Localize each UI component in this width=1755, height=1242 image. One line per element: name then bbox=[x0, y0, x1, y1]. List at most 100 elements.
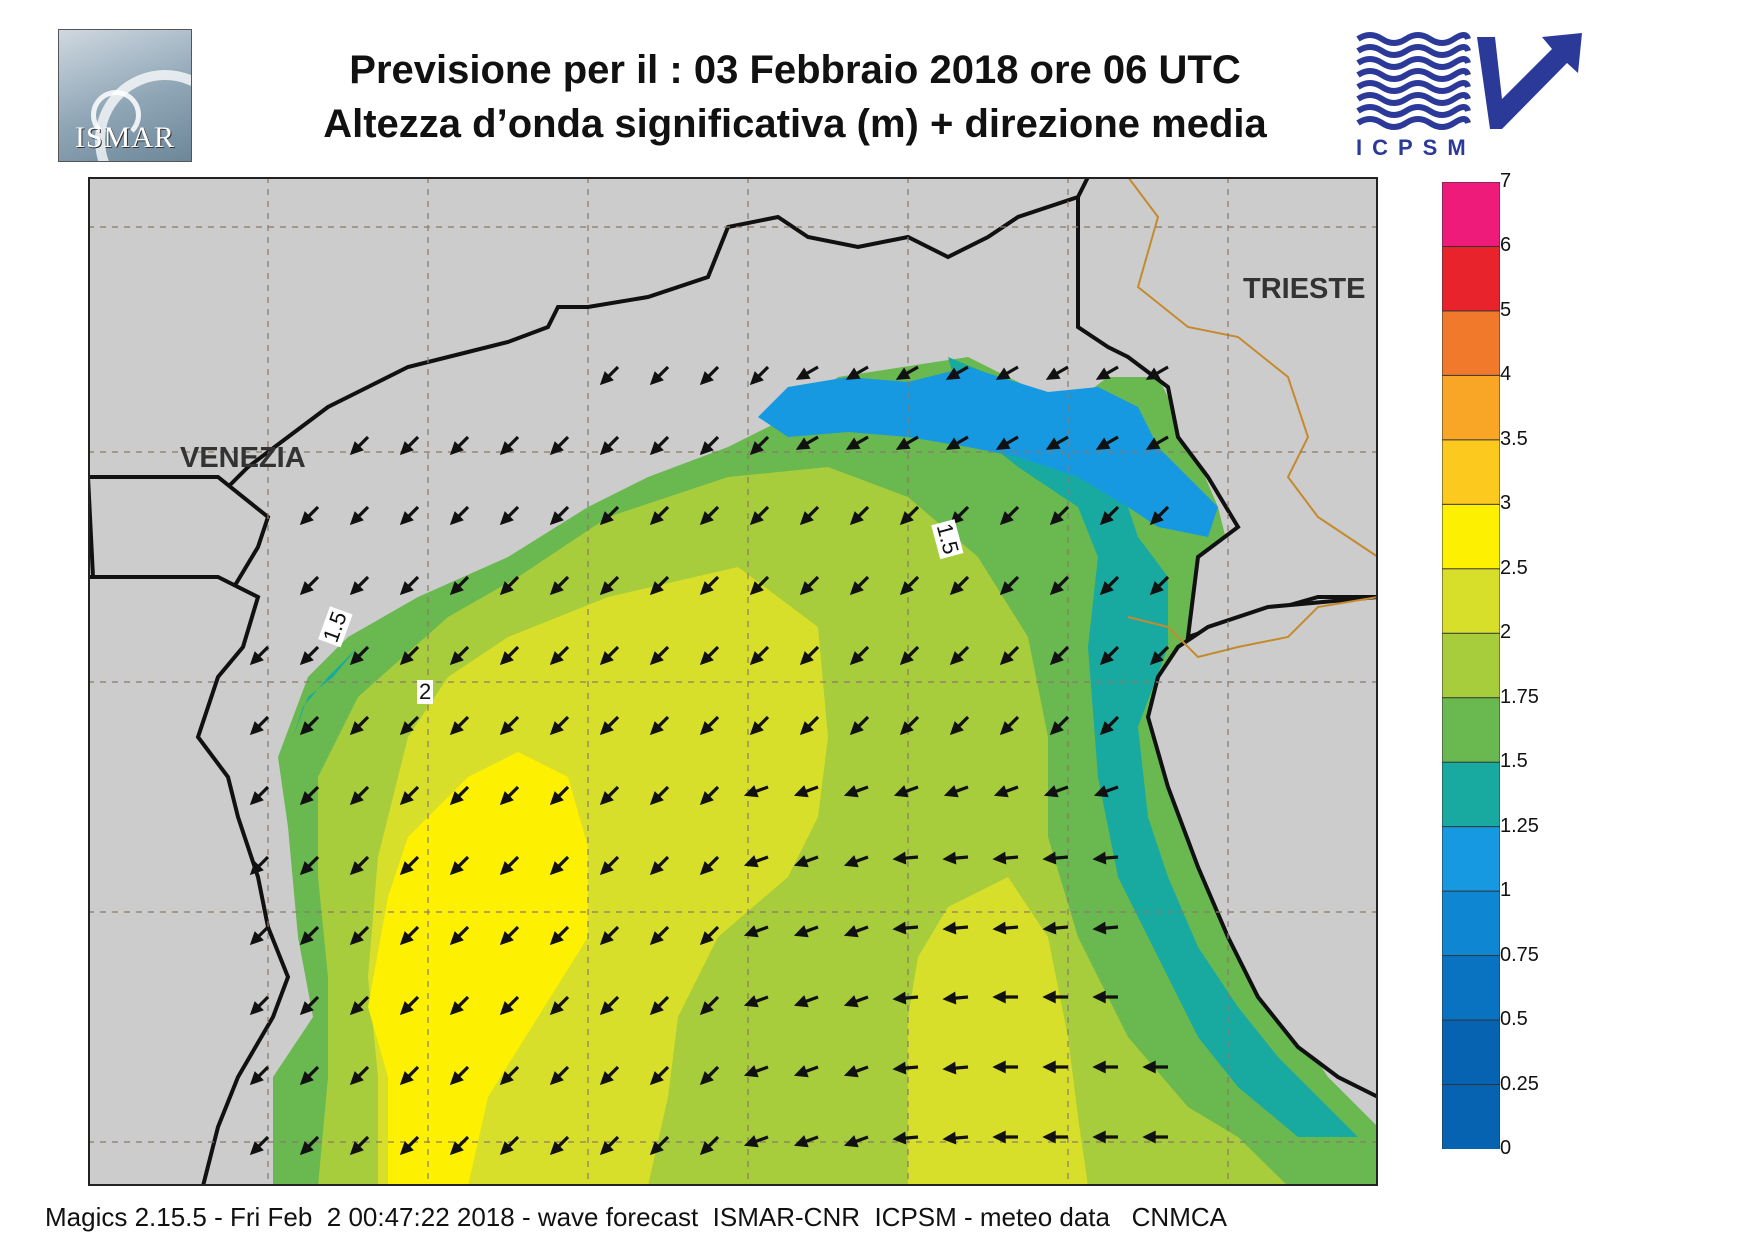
wave-direction-arrowhead bbox=[892, 1061, 907, 1075]
wave-direction-arrowhead bbox=[992, 921, 1007, 935]
wave-direction-arrowhead bbox=[499, 651, 514, 666]
wave-direction-arrowhead bbox=[549, 581, 564, 596]
wave-direction-arrowhead bbox=[892, 1131, 907, 1145]
wave-direction-arrowhead bbox=[399, 511, 414, 526]
wave-direction-arrowhead bbox=[999, 511, 1014, 526]
wave-direction-arrowhead bbox=[699, 1071, 714, 1086]
wave-direction-arrows bbox=[249, 365, 1170, 1156]
icpsm-logo-text: ICPSM bbox=[1356, 135, 1476, 160]
wave-direction-arrowhead bbox=[399, 1071, 414, 1086]
wave-direction-arrowhead bbox=[749, 581, 764, 596]
wave-direction-arrowhead bbox=[349, 1001, 364, 1016]
wave-direction-arrowhead bbox=[743, 995, 759, 1008]
wave-direction-arrowhead bbox=[399, 861, 414, 876]
wave-direction-arrowhead bbox=[1042, 1130, 1056, 1144]
wave-direction-arrowhead bbox=[649, 1001, 664, 1016]
wave-direction-arrowhead bbox=[895, 367, 911, 380]
wave-direction-arrowhead bbox=[999, 581, 1014, 596]
wave-direction-arrowhead bbox=[992, 1060, 1006, 1074]
wave-direction-arrowhead bbox=[743, 925, 759, 938]
wave-direction-arrowhead bbox=[699, 511, 714, 526]
wave-direction-arrowhead bbox=[799, 651, 814, 666]
wave-direction-arrowhead bbox=[549, 1001, 564, 1016]
colorbar-tick-label: 0 bbox=[1500, 1137, 1512, 1159]
wave-direction-arrowhead bbox=[649, 581, 664, 596]
wave-direction-arrowhead bbox=[993, 785, 1009, 798]
icpsm-logo-icon: ICPSM bbox=[1352, 29, 1592, 161]
wave-direction-arrowhead bbox=[795, 367, 811, 380]
wave-direction-arrowhead bbox=[299, 1141, 314, 1156]
wave-direction-arrowhead bbox=[892, 921, 907, 935]
wave-direction-arrowhead bbox=[449, 511, 464, 526]
wave-direction-arrowhead bbox=[499, 581, 514, 596]
colorbar-tick-label: 2.5 bbox=[1500, 556, 1528, 579]
wave-direction-arrowhead bbox=[499, 1001, 514, 1016]
wave-direction-arrowhead bbox=[895, 437, 911, 450]
wave-direction-arrowhead bbox=[299, 791, 314, 806]
wave-direction-arrowhead bbox=[499, 861, 514, 876]
wave-direction-arrowhead bbox=[849, 651, 864, 666]
colorbar-tick-label: 3 bbox=[1500, 492, 1512, 515]
wave-direction-arrowhead bbox=[743, 1065, 759, 1078]
wave-direction-arrowhead bbox=[649, 791, 664, 806]
wave-direction-arrowhead bbox=[699, 791, 714, 806]
wave-direction-arrowhead bbox=[249, 721, 264, 736]
wave-direction-arrowhead bbox=[299, 1001, 314, 1016]
wave-direction-arrowhead bbox=[1042, 921, 1057, 935]
wave-direction-arrowhead bbox=[995, 437, 1011, 450]
colorbar-band bbox=[1442, 890, 1500, 957]
wave-direction-arrowhead bbox=[349, 931, 364, 946]
colorbar-band bbox=[1442, 503, 1500, 570]
wave-direction-arrowhead bbox=[1092, 851, 1107, 865]
wave-direction-arrowhead bbox=[793, 995, 809, 1008]
wave-direction-arrowhead bbox=[249, 791, 264, 806]
wave-direction-arrowhead bbox=[649, 441, 664, 456]
wave-direction-arrowhead bbox=[999, 721, 1014, 736]
wave-direction-arrowhead bbox=[249, 861, 264, 876]
wave-direction-arrowhead bbox=[845, 367, 861, 380]
wave-direction-arrowhead bbox=[843, 855, 859, 868]
wave-direction-arrowhead bbox=[449, 931, 464, 946]
wave-direction-arrowhead bbox=[449, 791, 464, 806]
wave-direction-arrowhead bbox=[549, 651, 564, 666]
wave-direction-arrowhead bbox=[399, 931, 414, 946]
wave-direction-arrowhead bbox=[793, 1135, 809, 1148]
wave-direction-arrowhead bbox=[299, 721, 314, 736]
wave-direction-arrowhead bbox=[699, 1141, 714, 1156]
wave-direction-arrowhead bbox=[843, 925, 859, 938]
wave-direction-arrowhead bbox=[743, 785, 759, 798]
wave-direction-arrowhead bbox=[843, 785, 859, 798]
wave-direction-arrowhead bbox=[743, 1135, 759, 1148]
wave-direction-arrowhead bbox=[249, 931, 264, 946]
wave-direction-arrowhead bbox=[299, 861, 314, 876]
wave-direction-arrowhead bbox=[1095, 437, 1111, 450]
wave-direction-arrowhead bbox=[749, 511, 764, 526]
wave-direction-arrowhead bbox=[499, 931, 514, 946]
wave-direction-arrowhead bbox=[1045, 367, 1061, 380]
wave-direction-arrowhead bbox=[649, 861, 664, 876]
wave-direction-arrowhead bbox=[1142, 1130, 1156, 1144]
wave-direction-arrowhead bbox=[649, 721, 664, 736]
wave-direction-arrowhead bbox=[799, 511, 814, 526]
wave-direction-arrowhead bbox=[299, 581, 314, 596]
wave-direction-arrowhead bbox=[649, 1071, 664, 1086]
wave-direction-arrowhead bbox=[795, 437, 811, 450]
wave-direction-arrowhead bbox=[849, 511, 864, 526]
wave-direction-arrowhead bbox=[699, 581, 714, 596]
wave-direction-arrowhead bbox=[942, 851, 957, 865]
wave-direction-arrowhead bbox=[599, 1141, 614, 1156]
wave-direction-arrowhead bbox=[1095, 367, 1111, 380]
colorbar-tick-label: 6 bbox=[1500, 234, 1512, 257]
colorbar-tick-label: 4 bbox=[1500, 363, 1512, 386]
wave-direction-arrowhead bbox=[992, 990, 1006, 1004]
colorbar-band bbox=[1442, 1019, 1500, 1086]
wave-direction-arrowhead bbox=[942, 921, 957, 935]
wave-direction-arrowhead bbox=[699, 1001, 714, 1016]
wave-direction-arrowhead bbox=[1142, 1060, 1156, 1074]
colorbar-tick-label: 1.5 bbox=[1500, 750, 1528, 773]
wave-direction-arrowhead bbox=[1092, 921, 1107, 935]
wave-direction-arrowhead bbox=[349, 581, 364, 596]
wave-direction-arrowhead bbox=[449, 1141, 464, 1156]
wave-direction-arrowhead bbox=[843, 1135, 859, 1148]
wave-direction-arrowhead bbox=[945, 367, 961, 380]
